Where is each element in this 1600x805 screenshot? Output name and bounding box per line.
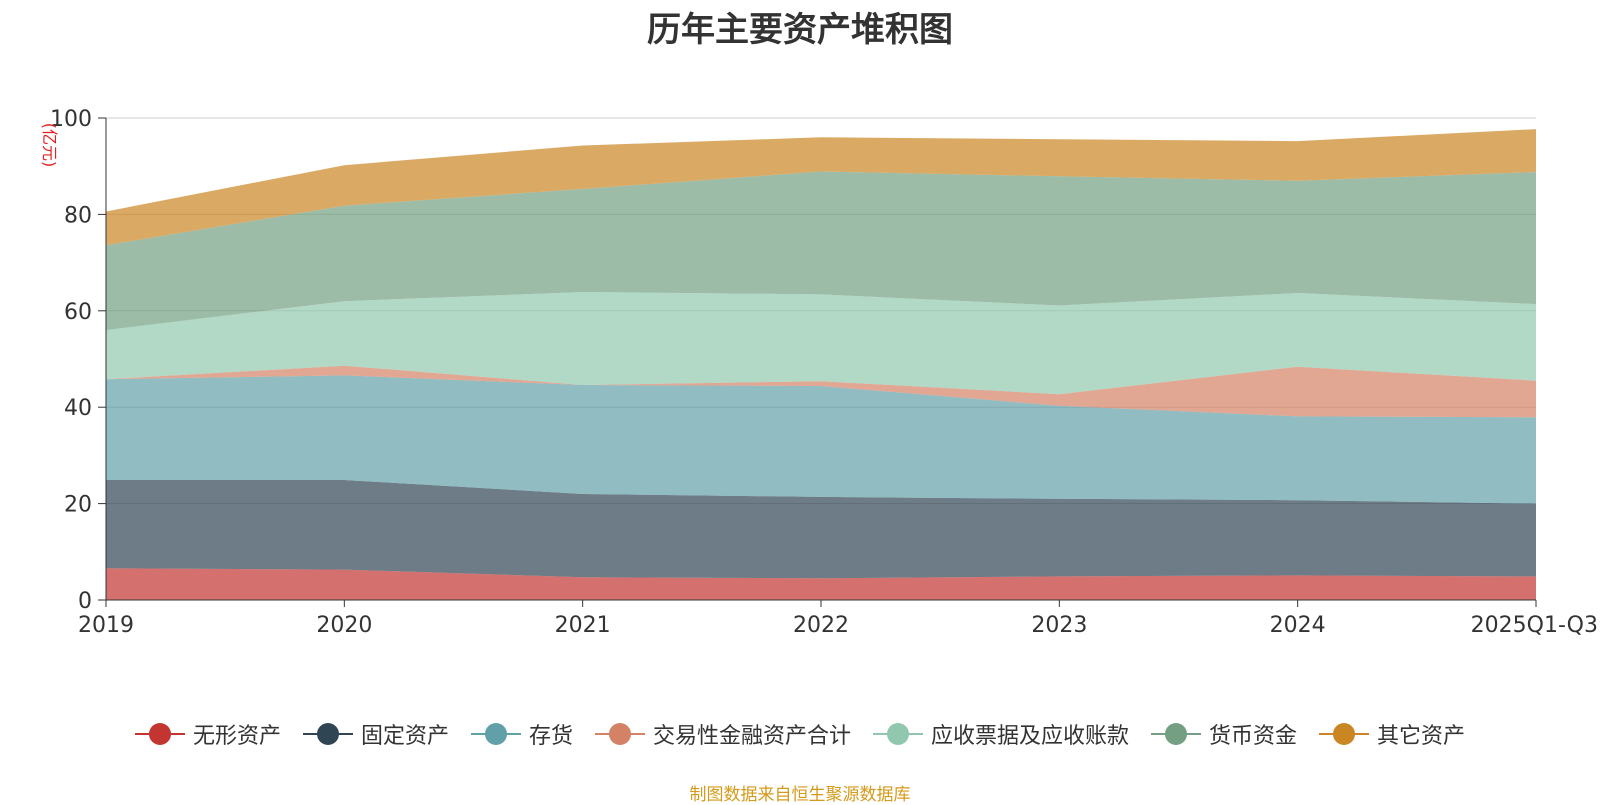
legend-marker-icon (594, 722, 645, 746)
area-series-无形资产[interactable] (106, 568, 1536, 600)
y-axis-unit-label: (亿元) (40, 123, 59, 168)
y-tick-label: 80 (64, 203, 92, 228)
legend: 无形资产 固定资产 存货 交易性金融资产合计 应收票据及应收账款 货币资金 其它资产 (0, 716, 1600, 752)
x-tick-labels: 2019 2020 2021 2022 2023 2024 2025Q1-Q3 (78, 600, 1598, 638)
legend-marker-icon (873, 722, 923, 746)
area-series-应收票据及应收账款[interactable] (106, 292, 1536, 395)
area-series-其它资产[interactable] (106, 129, 1536, 246)
y-tick-label: 100 (50, 107, 92, 132)
legend-label: 交易性金融资产合计 (652, 724, 851, 749)
legend-marker-icon (134, 722, 185, 746)
legend-item[interactable]: 其它资产 (1319, 718, 1465, 750)
x-tick-label: 2020 (316, 613, 372, 638)
x-tick-label: 2019 (78, 613, 134, 638)
y-tick-label: 0 (78, 589, 92, 614)
area-series-存货[interactable] (106, 375, 1536, 504)
y-tick-label: 60 (64, 300, 92, 325)
legend-label: 应收票据及应收账款 (931, 724, 1130, 749)
legend-item[interactable]: 交易性金融资产合计 (594, 718, 851, 750)
area-series-货币资金[interactable] (106, 171, 1536, 331)
legend-label: 存货 (528, 724, 573, 749)
x-tick-label: 2024 (1270, 613, 1326, 638)
legend-marker-icon (1151, 722, 1202, 746)
legend-marker-icon (1319, 722, 1370, 746)
legend-item[interactable]: 无形资产 (134, 718, 281, 750)
legend-item[interactable]: 存货 (470, 718, 573, 750)
legend-label: 货币资金 (1209, 724, 1298, 749)
x-tick-label: 2025Q1-Q3 (1471, 613, 1598, 638)
chart-title: 历年主要资产堆积图 (647, 10, 953, 50)
source-note: 制图数据来自恒生聚源数据库 (689, 785, 911, 805)
legend-marker-icon (302, 722, 353, 746)
legend-label: 固定资产 (360, 724, 449, 749)
x-tick-label: 2022 (793, 613, 849, 638)
legend-label: 无形资产 (192, 724, 281, 749)
y-tick-labels: 0 20 40 60 80 100 (50, 107, 106, 614)
legend-item[interactable]: 货币资金 (1151, 718, 1297, 750)
y-tick-label: 40 (64, 396, 92, 421)
legend-item[interactable]: 固定资产 (302, 718, 449, 750)
legend-marker-icon (470, 722, 521, 746)
y-tick-label: 20 (64, 493, 92, 518)
legend-label: 其它资产 (1377, 724, 1466, 749)
x-tick-label: 2023 (1031, 613, 1087, 638)
stacked-areas (106, 129, 1536, 600)
area-series-固定资产[interactable] (106, 480, 1536, 579)
x-tick-label: 2021 (555, 613, 611, 638)
area-series-交易性金融资产合计[interactable] (106, 365, 1536, 418)
legend-item[interactable]: 应收票据及应收账款 (873, 718, 1129, 750)
